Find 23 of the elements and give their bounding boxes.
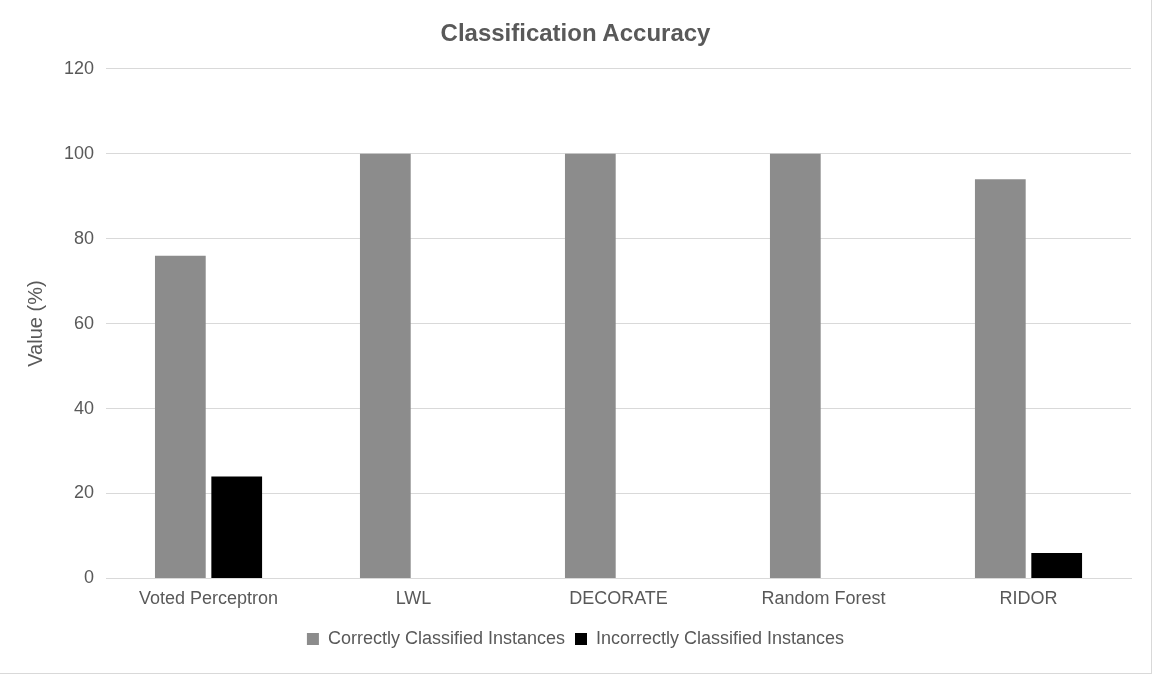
bar bbox=[974, 179, 1026, 578]
y-axis-title: Value (%) bbox=[23, 280, 46, 367]
bar bbox=[564, 153, 616, 578]
x-tick-label: Random Forest bbox=[761, 588, 886, 609]
bar bbox=[154, 255, 206, 578]
x-tick-label: DECORATE bbox=[569, 588, 668, 609]
y-tick-label: 80 bbox=[74, 227, 95, 248]
legend-label: Correctly Classified Instances bbox=[327, 627, 565, 648]
bar bbox=[769, 153, 821, 578]
x-tick-label: Voted Perceptron bbox=[138, 588, 279, 609]
legend-label: Incorrectly Classified Instances bbox=[595, 627, 845, 648]
bar bbox=[211, 476, 263, 578]
y-tick-label: 0 bbox=[84, 567, 95, 588]
y-tick-label: 20 bbox=[74, 482, 95, 503]
chart-title: Classification Accuracy bbox=[440, 19, 712, 47]
y-tick-label: 60 bbox=[74, 312, 95, 333]
x-tick-label: LWL bbox=[395, 588, 432, 609]
y-tick-label: 40 bbox=[74, 397, 95, 418]
bar bbox=[359, 153, 411, 578]
y-tick-label: 120 bbox=[63, 57, 95, 78]
bar bbox=[1031, 552, 1083, 578]
x-tick-label: RIDOR bbox=[999, 588, 1058, 609]
y-tick-label: 100 bbox=[63, 142, 95, 163]
